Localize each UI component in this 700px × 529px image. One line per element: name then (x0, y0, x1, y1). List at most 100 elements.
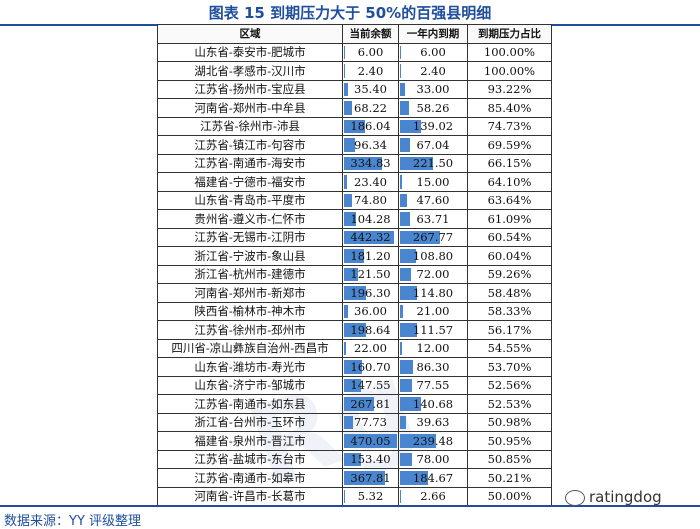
balance-cell: 442.32 (342, 227, 399, 247)
balance-cell: 334.83 (342, 153, 399, 173)
data-bar (400, 82, 405, 96)
region-cell: 江苏省-无锡市-江阴市 (157, 227, 343, 247)
cell-value: 140.68 (412, 396, 454, 411)
cell-value: 39.63 (416, 415, 450, 430)
due-cell: 47.60 (398, 190, 468, 210)
due-cell: 86.30 (398, 357, 468, 377)
table-row: 福建省-宁德市-福安市 23.40 15.00 64.10% (157, 172, 552, 192)
table-row: 江苏省-南通市-如东县 267.81 140.68 52.53% (157, 394, 552, 414)
due-cell: 2.66 (398, 486, 468, 506)
ratio-cell: 50.21% (467, 468, 552, 488)
cell-value: 23.40 (354, 174, 387, 189)
table-row: 山东省-青岛市-平度市 74.80 47.60 63.64% (157, 190, 552, 210)
cell-value: 139.02 (412, 119, 454, 134)
data-table: 区域 当前余额 一年内到期 到期压力占比 山东省-泰安市-肥城市 6.00 6.00… (157, 24, 552, 506)
wechat-icon (565, 489, 585, 506)
data-bar (400, 304, 404, 318)
table-row: 江苏省-镇江市-句容市 96.34 67.04 69.59% (157, 135, 552, 155)
table-row: 贵州省-遵义市-仁怀市 104.28 63.71 61.09% (157, 209, 552, 229)
balance-cell: 6.00 (342, 42, 399, 62)
cell-value: 153.40 (350, 452, 391, 467)
cell-value: 江苏省-扬州市-宝应县 (194, 82, 306, 97)
data-bar (344, 230, 394, 244)
cell-value: 35.40 (354, 82, 387, 97)
due-cell: 140.68 (398, 394, 468, 414)
data-bar (400, 286, 418, 300)
data-bar (344, 452, 362, 466)
table-row: 江苏省-无锡市-江阴市 442.32 267.77 60.54% (157, 227, 552, 247)
data-bar (400, 323, 417, 337)
data-bar (344, 101, 352, 115)
balance-cell: 267.81 (342, 394, 399, 414)
ratio-cell: 100.00% (467, 42, 552, 62)
cell-value: 山东省-济宁市-邹城市 (194, 378, 306, 393)
due-cell: 221.50 (398, 153, 468, 173)
region-cell: 河南省-郑州市-新郑市 (157, 283, 343, 303)
due-cell: 139.02 (398, 116, 468, 136)
region-cell: 福建省-宁德市-福安市 (157, 172, 343, 192)
cell-value: 239.48 (412, 433, 454, 448)
balance-cell: 22.00 (342, 338, 399, 358)
data-bar (344, 341, 347, 355)
ratio-cell: 50.00% (467, 486, 552, 506)
cell-value: 江苏省-无锡市-江阴市 (194, 230, 306, 245)
region-cell: 江苏省-南通市-海安市 (157, 153, 343, 173)
balance-cell: 77.73 (342, 412, 399, 432)
region-cell: 浙江省-宁波市-象山县 (157, 246, 343, 266)
data-bar (400, 489, 401, 503)
cell-value: 74.80 (354, 193, 387, 208)
cell-value: 267.77 (412, 230, 454, 245)
table-row: 河南省-郑州市-中牟县 68.22 58.26 85.40% (157, 98, 552, 118)
region-cell: 江苏省-扬州市-宝应县 (157, 79, 343, 99)
balance-cell: 470.05 (342, 431, 399, 451)
cell-value: 69.59% (487, 137, 532, 152)
cell-value: 2.40 (357, 63, 384, 78)
ratio-cell: 50.98% (467, 412, 552, 432)
due-cell: 58.26 (398, 98, 468, 118)
table-row: 山东省-泰安市-肥城市 6.00 6.00 100.00% (157, 42, 552, 62)
cell-value: 山东省-潍坊市-寿光市 (194, 359, 306, 374)
cell-value: 160.70 (350, 359, 391, 374)
ratio-cell: 59.26% (467, 264, 552, 284)
header-region: 区域 (157, 24, 343, 44)
balance-cell: 104.28 (342, 209, 399, 229)
ratio-cell: 100.00% (467, 61, 552, 81)
due-cell: 15.00 (398, 172, 468, 192)
cell-value: 96.34 (354, 137, 387, 152)
region-cell: 山东省-青岛市-平度市 (157, 190, 343, 210)
data-bar (400, 397, 421, 411)
due-cell: 2.40 (398, 61, 468, 81)
data-bar (400, 212, 410, 226)
due-cell: 108.80 (398, 246, 468, 266)
data-bar (400, 267, 411, 281)
cell-value: 334.83 (350, 156, 391, 171)
region-cell: 山东省-济宁市-邹城市 (157, 375, 343, 395)
cell-value: 12.00 (416, 341, 450, 356)
balance-cell: 186.04 (342, 116, 399, 136)
data-bar (400, 119, 421, 133)
ratio-cell: 52.56% (467, 375, 552, 395)
cell-value: 33.00 (416, 82, 450, 97)
cell-value: 江苏省-南通市-如东县 (194, 396, 306, 411)
header-ratio: 到期压力占比 (467, 24, 552, 44)
data-bar (344, 249, 365, 263)
divider (0, 505, 700, 507)
balance-cell: 367.81 (342, 468, 399, 488)
cell-value: 74.73% (487, 119, 532, 134)
data-bar (344, 64, 345, 78)
cell-value: 186.04 (350, 119, 391, 134)
cell-value: 121.50 (350, 267, 391, 282)
balance-cell: 181.20 (342, 246, 399, 266)
data-bar (344, 471, 386, 485)
region-cell: 河南省-许昌市-长葛市 (157, 486, 343, 506)
ratio-cell: 64.10% (467, 172, 552, 192)
cell-value: 6.00 (420, 45, 446, 60)
cell-value: 367.81 (350, 470, 391, 485)
data-bar (344, 212, 356, 226)
due-cell: 6.00 (398, 42, 468, 62)
ratio-cell: 85.40% (467, 98, 552, 118)
data-bar (400, 452, 412, 466)
ratio-cell: 60.04% (467, 246, 552, 266)
cell-value: 63.64% (487, 193, 532, 208)
due-cell: 111.57 (398, 320, 468, 340)
